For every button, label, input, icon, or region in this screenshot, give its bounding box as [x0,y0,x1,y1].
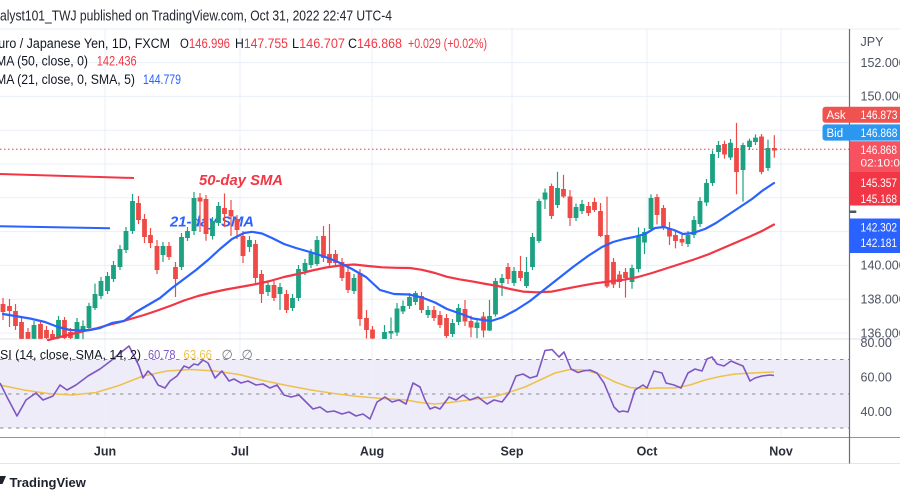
svg-text:RSI (14, close, SMA, 14, 2)60.: RSI (14, close, SMA, 14, 2) 60.78 63.66 ∅ ∅ [0,347,253,362]
svg-text:146.868: 146.868 [861,145,898,157]
svg-text:142.302: 142.302 [861,222,898,234]
svg-text:JPY: JPY [861,35,885,49]
svg-text:Jul: Jul [231,445,249,459]
svg-text:140.000: 140.000 [861,259,900,273]
svg-text:145.357: 145.357 [861,178,898,190]
svg-text:02:10:05: 02:10:05 [861,157,900,169]
svg-text:142.181: 142.181 [861,238,898,250]
svg-text:40.00: 40.00 [861,405,892,419]
svg-text:152.000: 152.000 [861,56,900,70]
svg-text:50-day SMA: 50-day SMA [199,173,283,189]
svg-text:Jun: Jun [94,445,116,459]
svg-text:136.000: 136.000 [861,326,900,340]
svg-text:alyst101_TWJ published on Trad: alyst101_TWJ published on TradingView.co… [0,9,392,25]
svg-text:80.00: 80.00 [861,336,892,350]
svg-text:Ask: Ask [827,110,846,122]
svg-text:Aug: Aug [360,445,384,459]
svg-text:Nov: Nov [769,445,793,459]
svg-text:TradingView: TradingView [10,475,87,490]
svg-text:146.873: 146.873 [861,110,898,122]
svg-text:Sep: Sep [501,445,524,459]
svg-text:MA (21, close, 0, SMA, 5)144.7: MA (21, close, 0, SMA, 5) 144.779 [0,72,181,87]
svg-text:145.168: 145.168 [861,194,898,206]
svg-text:138.000: 138.000 [861,293,900,307]
svg-text:60.00: 60.00 [861,370,892,384]
svg-text:146.868: 146.868 [861,128,898,140]
svg-text:Oct: Oct [637,445,659,459]
svg-text:150.000: 150.000 [861,90,900,104]
svg-text:Bid: Bid [827,128,844,140]
svg-text:MA (50, close, 0)142.436: MA (50, close, 0) 142.436 [0,54,137,69]
